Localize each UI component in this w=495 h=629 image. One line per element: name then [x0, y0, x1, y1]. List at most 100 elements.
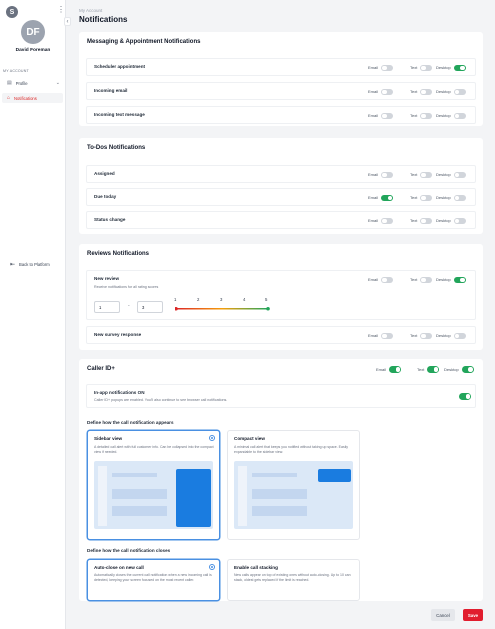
sidebar-view-preview: [94, 461, 213, 529]
text-toggle[interactable]: Text: [410, 332, 433, 339]
save-button[interactable]: Save: [463, 609, 483, 621]
text-toggle[interactable]: Text: [410, 217, 433, 224]
desktop-toggle[interactable]: Desktop: [436, 332, 466, 339]
toggle-switch[interactable]: [389, 366, 402, 373]
desktop-toggle[interactable]: Desktop: [436, 276, 466, 283]
toggle-label: Desktop: [444, 366, 459, 372]
preview-nav: [98, 466, 107, 526]
notification-row: Due today Email Text Desktop: [86, 188, 476, 206]
toggle-label: Text: [410, 172, 418, 178]
document-icon: ▤: [7, 80, 12, 86]
desktop-toggle[interactable]: Desktop: [436, 64, 466, 71]
toggle-switch[interactable]: [420, 88, 433, 95]
toggle-label: Email: [376, 366, 387, 372]
toggle-switch[interactable]: [381, 194, 394, 201]
rating-max-input[interactable]: 3: [137, 301, 163, 313]
sidebar-item-notifications[interactable]: ⌂ Notifications: [2, 93, 63, 103]
toggle-switch[interactable]: [453, 276, 466, 283]
toggle-switch[interactable]: [420, 171, 433, 178]
toggle-switch[interactable]: [453, 217, 466, 224]
toggle-switch[interactable]: [453, 194, 466, 201]
email-toggle[interactable]: Email: [368, 112, 394, 119]
text-toggle[interactable]: Text: [410, 112, 433, 119]
email-toggle[interactable]: Email: [368, 171, 394, 178]
card-title: To-Dos Notifications: [87, 145, 146, 151]
desktop-toggle[interactable]: Desktop: [444, 366, 474, 373]
toggle-switch[interactable]: [420, 64, 433, 71]
rating-tick: 4: [243, 297, 246, 302]
toggle-switch[interactable]: [420, 332, 433, 339]
text-toggle[interactable]: Text: [410, 194, 433, 201]
back-to-platform-link[interactable]: ⇤ Back to Platform: [10, 261, 50, 268]
text-toggle[interactable]: Text: [410, 276, 433, 283]
option-title: Enable call stacking: [234, 565, 278, 570]
toggle-switch[interactable]: [381, 217, 394, 224]
slider-handle-min[interactable]: [175, 306, 178, 311]
toggle-switch[interactable]: [381, 64, 394, 71]
desktop-toggle[interactable]: Desktop: [436, 194, 466, 201]
todos-card: To-Dos Notifications Assigned Email Text D…: [79, 138, 483, 234]
slider-handle-max[interactable]: [266, 306, 270, 311]
toggle-switch[interactable]: [461, 366, 474, 373]
toggle-switch[interactable]: [420, 194, 433, 201]
toggle-label: Email: [368, 195, 379, 201]
toggle-switch[interactable]: [381, 88, 394, 95]
call-stacking-option[interactable]: Enable call stacking New calls appear on…: [227, 559, 360, 601]
app-logo[interactable]: S: [6, 6, 18, 18]
toggle-label: Desktop: [436, 195, 451, 201]
toggle-label: Desktop: [436, 333, 451, 339]
toggle-switch[interactable]: [453, 112, 466, 119]
email-toggle[interactable]: Email: [368, 276, 394, 283]
email-toggle[interactable]: Email: [368, 64, 394, 71]
sidebar-section-label: MY ACCOUNT: [3, 69, 29, 73]
text-toggle[interactable]: Text: [410, 171, 433, 178]
collapse-sidebar-button[interactable]: ‹: [64, 17, 71, 26]
toggle-switch[interactable]: [453, 64, 466, 71]
email-toggle[interactable]: Email: [368, 88, 394, 95]
back-label: Back to Platform: [19, 262, 50, 267]
toggle-switch[interactable]: [453, 88, 466, 95]
toggle-switch[interactable]: [381, 276, 394, 283]
sidebar-view-option[interactable]: Sidebar view A detailed call alert with …: [87, 430, 220, 540]
notification-row: New survey response Email Text Desktop: [86, 326, 476, 344]
toggle-switch[interactable]: [427, 366, 440, 373]
toggle-switch[interactable]: [420, 217, 433, 224]
breadcrumb[interactable]: My Account: [79, 8, 103, 13]
sidebar-item-label: Notifications: [14, 95, 37, 101]
toggle-switch[interactable]: [420, 276, 433, 283]
toggle-switch[interactable]: [381, 332, 394, 339]
in-app-toggle[interactable]: [456, 393, 471, 400]
desktop-toggle[interactable]: Desktop: [436, 171, 466, 178]
rating-slider[interactable]: [175, 304, 271, 314]
email-toggle[interactable]: Email: [368, 332, 394, 339]
radio-selected[interactable]: [209, 564, 215, 570]
caller-id-card: Caller ID+ Email Text Desktop In-app notif…: [79, 359, 483, 601]
desktop-toggle[interactable]: Desktop: [436, 217, 466, 224]
text-toggle[interactable]: Text: [417, 366, 440, 373]
toggle-switch[interactable]: [420, 112, 433, 119]
row-label: Assigned: [94, 171, 115, 176]
rating-min-input[interactable]: 1: [94, 301, 120, 313]
toggle-switch[interactable]: [453, 332, 466, 339]
toggle-switch[interactable]: [453, 171, 466, 178]
toggle-switch[interactable]: [381, 112, 394, 119]
desktop-toggle[interactable]: Desktop: [436, 112, 466, 119]
text-toggle[interactable]: Text: [410, 64, 433, 71]
cancel-button[interactable]: Cancel: [431, 609, 455, 621]
auto-close-option[interactable]: Auto-close on new call Automatically clo…: [87, 559, 220, 601]
email-toggle[interactable]: Email: [368, 217, 394, 224]
text-toggle[interactable]: Text: [410, 88, 433, 95]
toggle-switch[interactable]: [381, 171, 394, 178]
rating-tick: 2: [197, 297, 200, 302]
notification-row: Incoming text message Email Text Desktop: [86, 106, 476, 124]
radio-selected[interactable]: [209, 435, 215, 441]
desktop-toggle[interactable]: Desktop: [436, 88, 466, 95]
sidebar-item-label: Profile: [15, 80, 28, 86]
email-toggle[interactable]: Email: [368, 194, 394, 201]
sidebar-item-profile[interactable]: ▤ Profile ⌄: [2, 78, 63, 88]
more-options-icon[interactable]: ⋮: [57, 5, 65, 14]
compact-view-option[interactable]: Compact view A minimal call alert that k…: [227, 430, 360, 540]
email-toggle[interactable]: Email: [376, 366, 402, 373]
chevron-down-icon: ⌄: [55, 80, 60, 86]
toggle-label: Desktop: [436, 113, 451, 119]
